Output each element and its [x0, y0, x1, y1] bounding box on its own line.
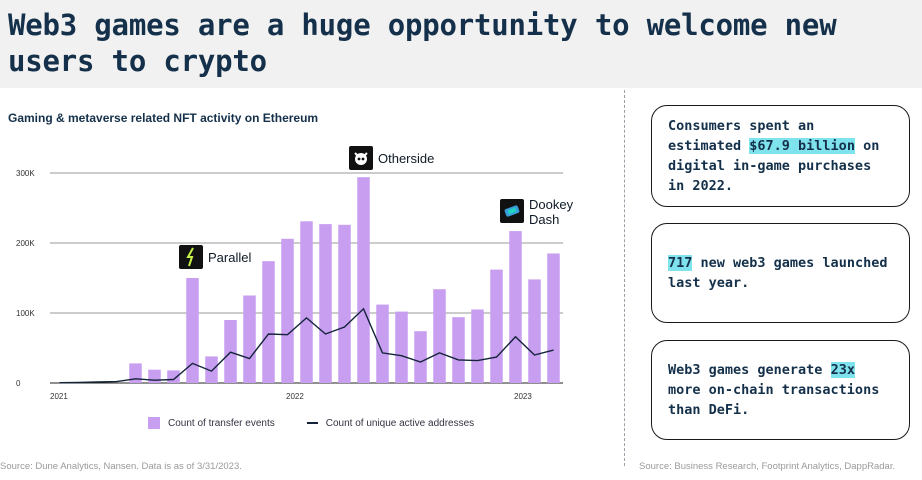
- bar-transfer-events: [471, 309, 484, 383]
- page-title: Web3 games are a huge opportunity to wel…: [8, 8, 837, 78]
- bar-transfer-events: [148, 369, 161, 383]
- x-tick-label: 2022: [286, 392, 304, 401]
- bar-transfer-events: [414, 331, 427, 383]
- bar-transfer-events: [528, 279, 541, 383]
- legend-line-swatch: [306, 422, 318, 424]
- dookey-dash-logo-icon: [500, 199, 524, 223]
- nft-activity-chart: 0 100K 200K 300K 2021 2022 2023: [16, 169, 563, 401]
- stat-card-transactions: Web3 games generate 23x more on-chain tr…: [651, 340, 910, 440]
- chart-source: Source: Dune Analytics, Nansen. Data is …: [0, 461, 242, 472]
- bar-transfer-events: [186, 278, 199, 383]
- stat-text: Web3 games generate 23x more on-chain tr…: [668, 362, 880, 418]
- parallel-annotation: Parallel: [179, 245, 251, 269]
- stat-card-consumer-spend: Consumers spent an estimated $67.9 billi…: [651, 105, 910, 207]
- bar-transfer-events: [205, 356, 218, 383]
- page-header: Web3 games are a huge opportunity to wel…: [0, 0, 922, 88]
- otherside-annotation: Otherside: [349, 146, 434, 170]
- bar-transfer-events: [319, 224, 332, 383]
- bar-transfer-events: [129, 363, 142, 383]
- parallel-logo-icon: [179, 245, 203, 269]
- bar-transfer-events: [243, 295, 256, 383]
- bar-transfer-events: [262, 261, 275, 383]
- y-tick-label: 100K: [16, 309, 35, 318]
- bar-transfer-events: [357, 177, 370, 383]
- legend-label-transfer-events: Count of transfer events: [168, 417, 275, 429]
- bar-transfer-events: [490, 269, 503, 383]
- parallel-label: Parallel: [208, 249, 252, 265]
- stat-highlight: $67.9 billion: [749, 138, 855, 154]
- bar-transfer-events: [509, 231, 522, 383]
- bar-transfer-events: [300, 221, 313, 383]
- y-tick-label: 200K: [16, 239, 35, 248]
- stats-source: Source: Business Research, Footprint Ana…: [639, 461, 896, 472]
- bar-transfer-events: [281, 238, 294, 383]
- line-active-addresses: [59, 307, 554, 384]
- stat-card-games-launched: 717 new web3 games launched last year.: [651, 223, 910, 323]
- legend-item-transfer-events: Count of transfer events: [148, 417, 275, 429]
- otherside-logo-icon: [349, 146, 373, 170]
- legend-bar-swatch: [148, 417, 160, 429]
- x-tick-label: 2023: [514, 392, 532, 401]
- legend-label-active-addresses: Count of unique active addresses: [325, 417, 475, 429]
- stat-text: 717 new web3 games launched last year.: [668, 255, 888, 291]
- bar-transfer-events: [433, 289, 446, 383]
- section-divider: [624, 90, 625, 466]
- y-tick-label: 0: [16, 379, 21, 388]
- bar-transfer-events: [395, 311, 408, 383]
- otherside-label: Otherside: [378, 150, 435, 166]
- chart-title: Gaming & metaverse related NFT activity …: [8, 111, 319, 125]
- stat-highlight: 717: [668, 255, 693, 271]
- stat-highlight: 23x: [830, 362, 855, 378]
- dookey-dash-label: Dookey Dash: [529, 197, 574, 227]
- x-tick-label: 2021: [50, 392, 68, 401]
- legend-item-active-addresses: Count of unique active addresses: [306, 417, 475, 429]
- bar-transfer-events: [338, 224, 351, 383]
- bar-transfer-events: [452, 317, 465, 383]
- y-tick-label: 300K: [16, 169, 35, 178]
- stat-text: Consumers spent an estimated $67.9 billi…: [668, 118, 880, 194]
- bar-transfer-events: [547, 253, 560, 383]
- bar-transfer-events: [376, 304, 389, 383]
- chart-legend: Count of transfer events Count of unique…: [148, 416, 506, 430]
- dookey-dash-annotation: Dookey Dash: [500, 197, 589, 227]
